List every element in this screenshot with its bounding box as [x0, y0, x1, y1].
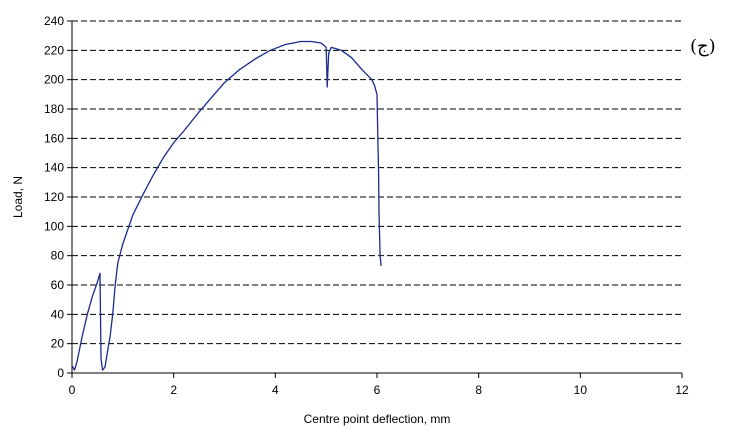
- y-tick-label: 20: [51, 337, 65, 351]
- panel-label: (ج): [690, 36, 716, 57]
- y-tick-label: 180: [44, 102, 64, 116]
- gridlines: [72, 20, 682, 345]
- tick-labels: 0 20 40 60 80 100 120 140 160 180 200 220 240 0 2 4 6 8 10…: [44, 14, 689, 397]
- y-tick-label: 220: [44, 43, 64, 57]
- y-tick-label: 200: [44, 73, 64, 87]
- x-tick-label: 2: [170, 383, 177, 397]
- x-tick-label: 4: [272, 383, 279, 397]
- y-tick-label: 100: [44, 219, 64, 233]
- series-line-0: [71, 40, 382, 371]
- y-tick-label: 60: [51, 278, 65, 292]
- y-tick-label: 120: [44, 190, 64, 204]
- y-tick-label: 40: [51, 307, 65, 321]
- y-tick-label: 80: [51, 249, 65, 263]
- y-tick-label: 160: [44, 131, 64, 145]
- y-tick-label: 240: [44, 14, 64, 28]
- x-tick-label: 0: [69, 383, 76, 397]
- x-tick-label: 12: [675, 383, 689, 397]
- x-tick-label: 8: [475, 383, 482, 397]
- x-tick-label: 6: [374, 383, 381, 397]
- y-axis-title: Load, N: [11, 176, 25, 218]
- axes: [67, 20, 683, 378]
- series-group: [71, 40, 382, 371]
- x-axis-title: Centre point deflection, mm: [304, 412, 451, 426]
- y-tick-label: 140: [44, 161, 64, 175]
- x-tick-label: 10: [574, 383, 588, 397]
- y-tick-label: 0: [57, 366, 64, 380]
